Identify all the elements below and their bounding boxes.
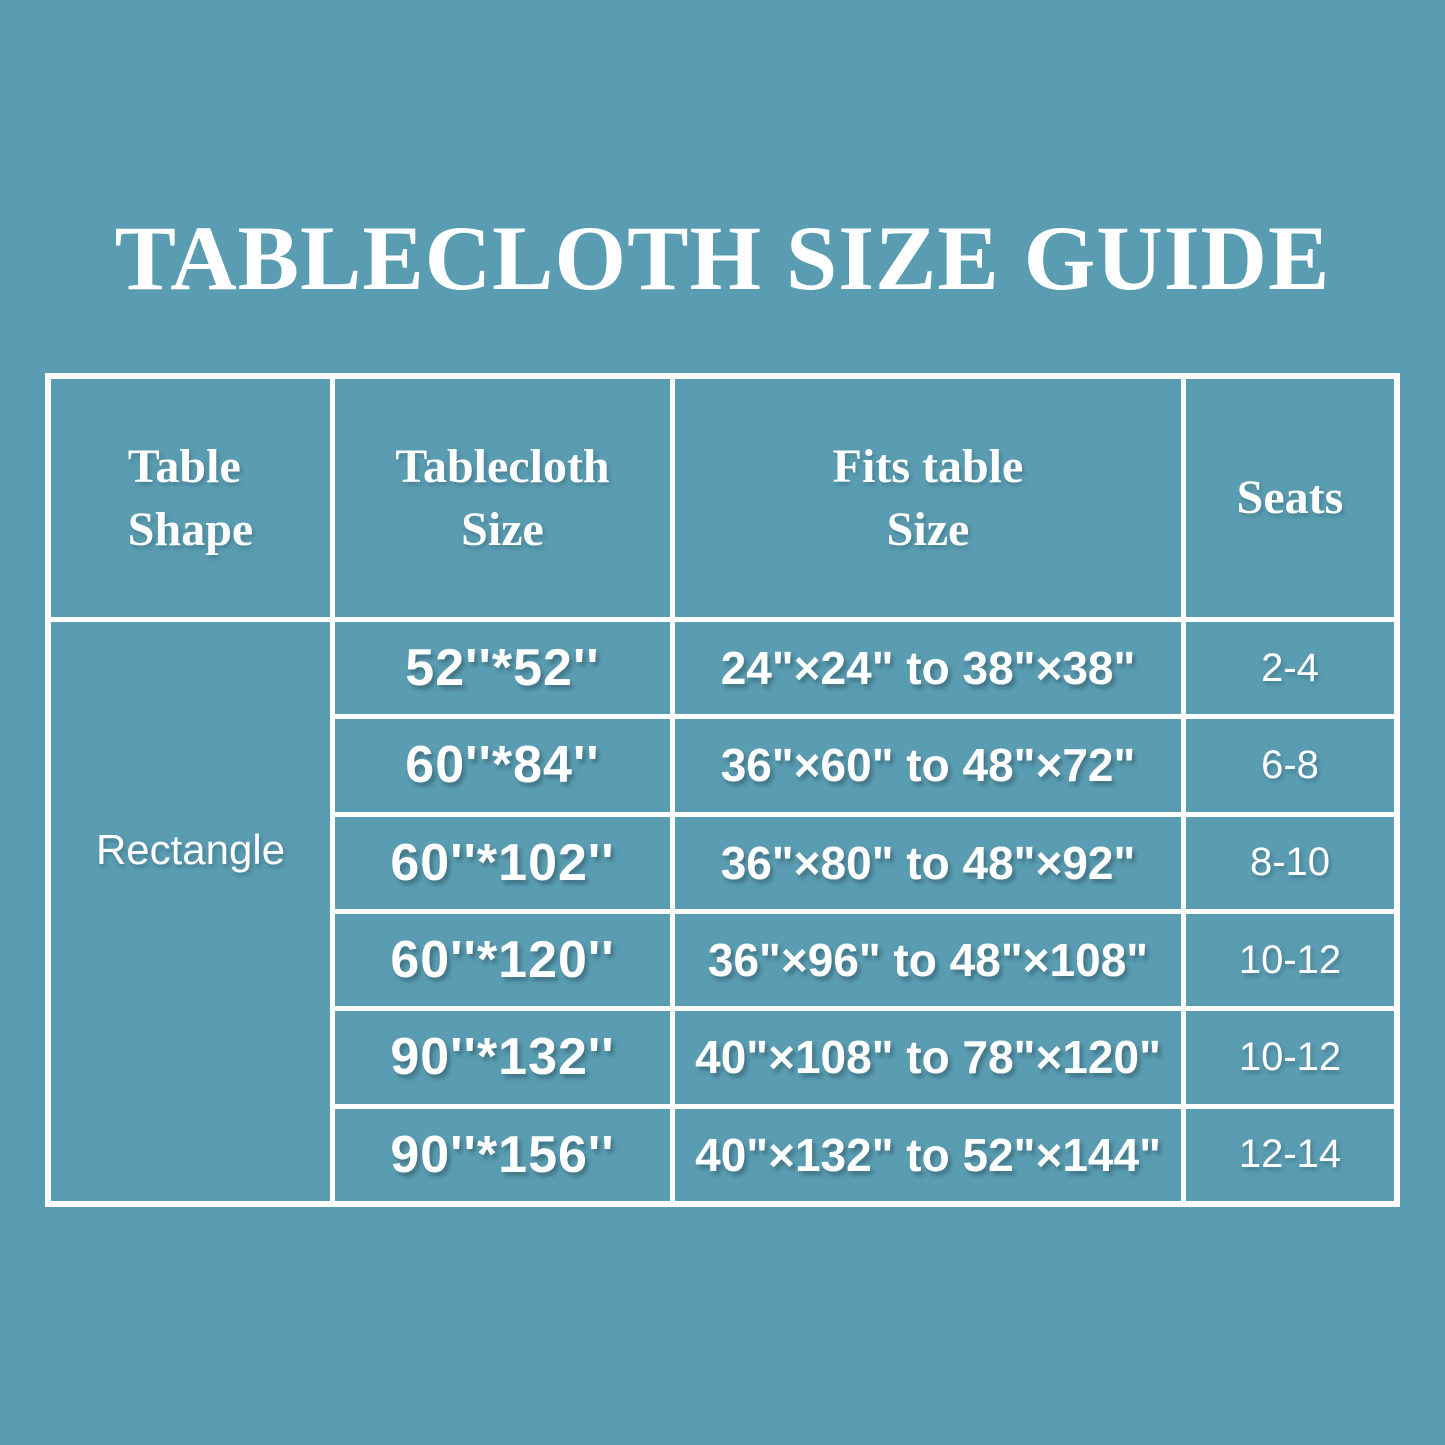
seats-cell: 2-4 <box>1186 622 1394 715</box>
header-line: Tablecloth <box>395 439 610 493</box>
seats-cell: 6-8 <box>1186 719 1394 812</box>
tablecloth-size-cell: 52''*52'' <box>335 622 670 715</box>
tablecloth-size-cell: 60''*120'' <box>335 914 670 1007</box>
fits-table-size-cell: 40"×108" to 78"×120" <box>675 1011 1181 1104</box>
page-title: TABLECLOTH SIZE GUIDE <box>114 207 1331 309</box>
tablecloth-size-cell: 60''*84'' <box>335 719 670 812</box>
header-line: Shape <box>127 503 254 556</box>
fits-table-size-cell: 36"×80" to 48"×92" <box>675 816 1181 909</box>
header-line: Fits table <box>832 439 1024 493</box>
seats-cell: 10-12 <box>1186 914 1394 1007</box>
size-guide-table: Table Shape Tablecloth Size Fits table S… <box>45 373 1400 1207</box>
header-line: Table <box>127 439 241 493</box>
fits-table-size-cell: 36"×60" to 48"×72" <box>675 719 1181 812</box>
column-header-table-shape: Table Shape <box>51 379 330 617</box>
seats-cell: 12-14 <box>1186 1108 1394 1201</box>
header-text-block: Tablecloth Size <box>395 435 609 562</box>
tablecloth-size-cell: 60''*102'' <box>335 816 670 909</box>
column-header-seats: Seats <box>1186 379 1394 617</box>
tablecloth-size-cell: 90''*156'' <box>335 1108 670 1201</box>
header-line: Seats <box>1236 471 1344 525</box>
column-header-tablecloth-size: Tablecloth Size <box>335 379 670 617</box>
header-line: Size <box>886 503 970 556</box>
seats-cell: 8-10 <box>1186 816 1394 909</box>
table-shape-cell-rectangle: Rectangle <box>51 622 330 1201</box>
column-header-fits-table-size: Fits table Size <box>675 379 1181 617</box>
seats-cell: 10-12 <box>1186 1011 1394 1104</box>
header-text-block: Fits table Size <box>833 435 1024 562</box>
fits-table-size-cell: 24"×24" to 38"×38" <box>675 622 1181 715</box>
fits-table-size-cell: 40"×132" to 52"×144" <box>675 1108 1181 1201</box>
header-text-block: Seats <box>1237 466 1344 529</box>
tablecloth-size-cell: 90''*132'' <box>335 1011 670 1104</box>
header-line: Size <box>461 503 544 556</box>
fits-table-size-cell: 36"×96" to 48"×108" <box>675 914 1181 1007</box>
header-text-block: Table Shape <box>128 435 253 562</box>
